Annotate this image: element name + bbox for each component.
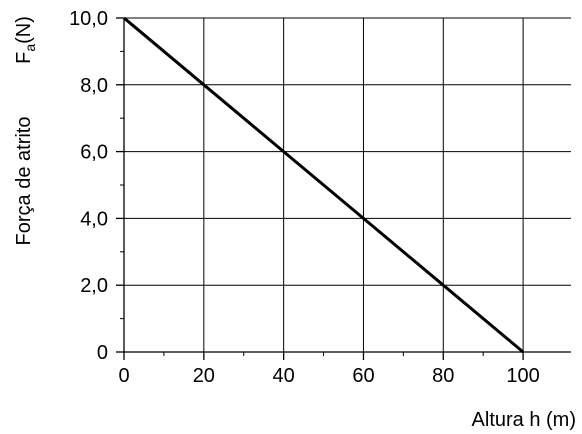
y-tick-label: 4,0 <box>80 208 108 230</box>
x-tick-label: 80 <box>432 365 454 387</box>
grid <box>124 17 571 352</box>
y-axis-symbol: Fa(N) <box>13 16 38 64</box>
x-tick-label: 20 <box>193 365 215 387</box>
y-tick-label: 6,0 <box>80 142 108 164</box>
x-axis-title: Altura h (m) <box>472 409 576 431</box>
series-layer <box>123 16 525 354</box>
tick-labels: 0 20 40 60 80 100 0 2,0 4,0 6,0 8,0 10,0 <box>69 8 540 387</box>
y-axis-title: Força de atrito <box>13 117 35 246</box>
x-tick-label: 100 <box>506 365 539 387</box>
x-tick-label: 0 <box>118 365 129 387</box>
axes <box>116 17 571 360</box>
series-line <box>123 16 525 354</box>
y-symbol-letter: F <box>13 52 35 64</box>
y-tick-label: 8,0 <box>80 75 108 97</box>
y-tick-label: 2,0 <box>80 275 108 297</box>
y-tick-label: 0 <box>97 342 108 364</box>
x-tick-label: 60 <box>352 365 374 387</box>
y-symbol-subscript: a <box>22 44 38 52</box>
y-symbol-unit: (N) <box>13 16 35 44</box>
minor-ticks <box>120 50 484 356</box>
y-tick-label: 10,0 <box>69 8 108 30</box>
x-tick-label: 40 <box>273 365 295 387</box>
